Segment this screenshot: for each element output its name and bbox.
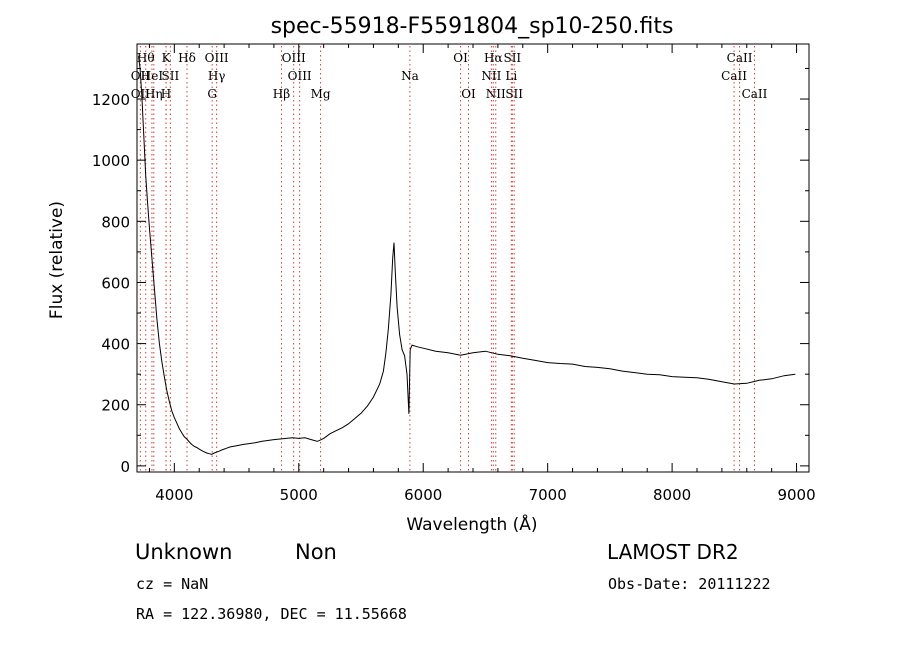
spectral-line-label: NII (486, 87, 506, 101)
spectral-line-label: Hβ (273, 87, 290, 101)
x-tick-label: 6000 (404, 486, 442, 504)
observation-date: Obs-Date: 20111222 (608, 575, 771, 593)
spectral-line-label: OIII (288, 69, 312, 83)
coordinates: RA = 122.36980, DEC = 11.55668 (136, 605, 407, 623)
spectral-line-label: SII (161, 69, 179, 83)
y-tick-label: 600 (101, 274, 130, 292)
spectral-line-label: HeI (141, 69, 164, 83)
object-type: Unknown (135, 540, 233, 564)
spectral-line-label: SII (505, 87, 523, 101)
y-tick-label: 1000 (92, 152, 130, 170)
y-axis-ticks: 0 200 400 600 800 1000 1200 (92, 67, 809, 476)
y-tick-label: 400 (101, 336, 130, 354)
y-tick-label: 1200 (92, 91, 130, 109)
survey-name: LAMOST DR2 (607, 540, 739, 564)
x-tick-label: 4000 (155, 486, 193, 504)
spectral-line-label: OII (131, 87, 151, 101)
spectral-line-label: Hη (145, 87, 163, 101)
y-tick-label: 800 (101, 213, 130, 231)
spectral-line-label: OI (461, 87, 476, 101)
spectral-line-label: NII (481, 69, 501, 83)
spectral-line-label: CaII (742, 87, 768, 101)
x-tick-label: 9000 (777, 486, 815, 504)
spectral-line-label: OIII (205, 51, 229, 65)
spectral-line-label: H (161, 87, 171, 101)
y-tick-label: 200 (101, 397, 130, 415)
spectral-line-label: CaII (727, 51, 753, 65)
spectral-line-label: Mg (311, 87, 331, 101)
y-tick-label: 0 (120, 458, 130, 476)
y-axis-label: Flux (relative) (47, 201, 67, 319)
spectrum-line (138, 56, 796, 455)
x-axis-label: Wavelength (Å) (406, 513, 537, 535)
spectral-line-label: Hα (484, 51, 503, 65)
object-class: Non (295, 540, 337, 564)
x-tick-label: 7000 (529, 486, 567, 504)
x-tick-label: 5000 (280, 486, 318, 504)
spectral-line-label: G (207, 87, 217, 101)
spectral-line-label: OI (453, 51, 468, 65)
spectral-line-label: OIII (282, 51, 306, 65)
chart-title: spec-55918-F5591804_sp10-250.fits (271, 14, 674, 39)
spectral-line-label: CaII (721, 69, 747, 83)
spectral-line-label: Na (401, 69, 419, 83)
plot-frame (136, 43, 810, 473)
spectral-line-label: Hγ (208, 69, 226, 83)
x-tick-label: 8000 (653, 486, 691, 504)
x-axis-ticks: 4000 5000 6000 7000 8000 9000 (148, 44, 816, 504)
spectral-line-label: SII (503, 51, 521, 65)
spectral-line-label: K (162, 51, 172, 65)
spectral-line-label: Hδ (178, 51, 196, 65)
spectral-line-label: Hθ (137, 51, 155, 65)
redshift-value: cz = NaN (136, 575, 209, 593)
spectral-line-markers (139, 46, 755, 472)
spectral-line-label: Li (505, 69, 517, 83)
